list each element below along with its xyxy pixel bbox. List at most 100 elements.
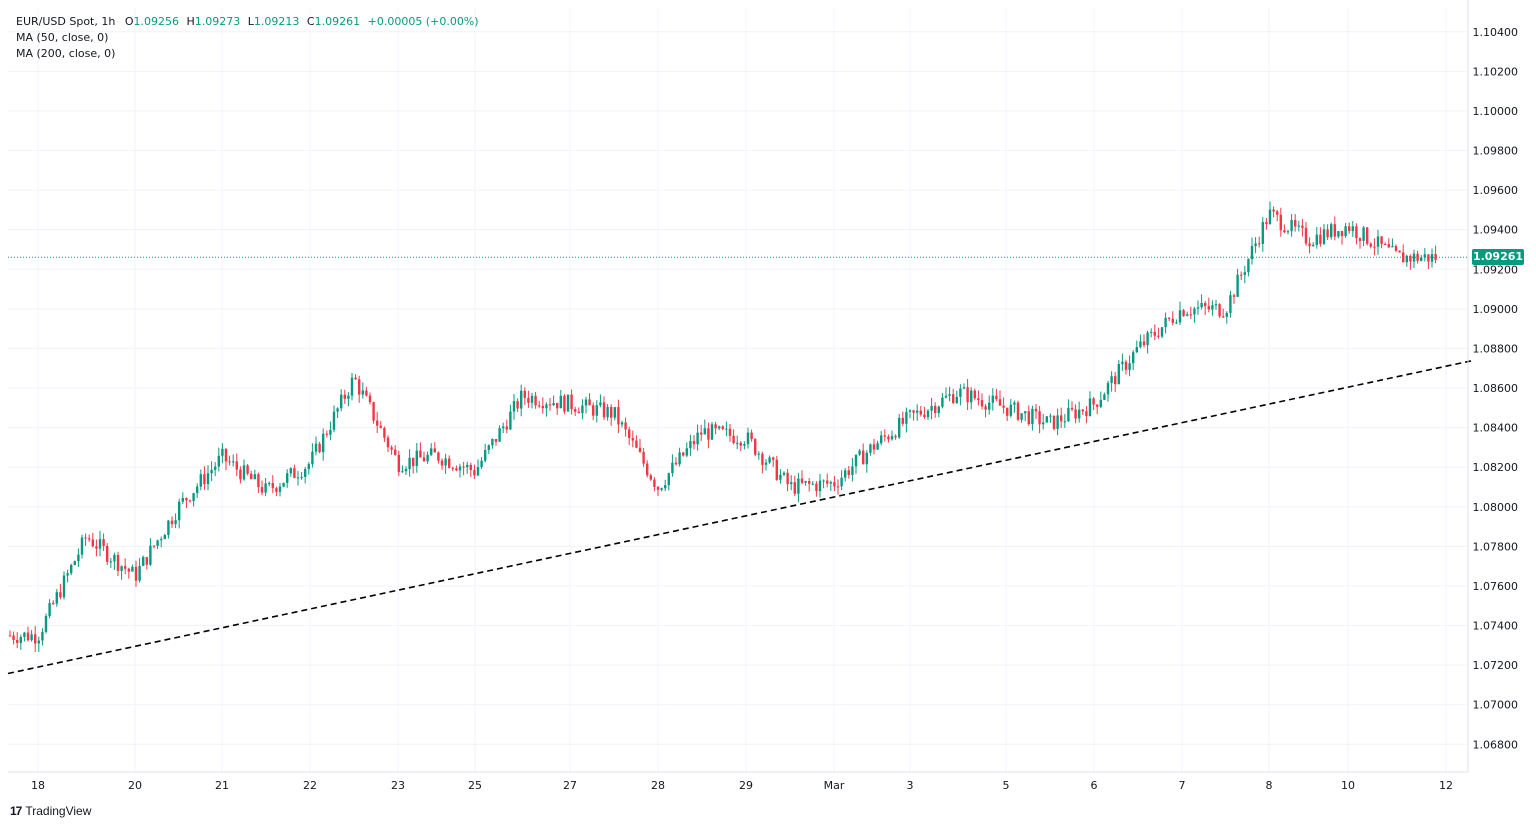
candle-body xyxy=(26,632,30,641)
axes: 1.10400 1.10200 1.10000 1.09800 1.09600 1.094… xyxy=(8,0,1518,792)
candle-body xyxy=(833,482,836,487)
candle-body xyxy=(318,443,321,453)
candle-body xyxy=(361,390,364,395)
candle-body xyxy=(88,538,91,540)
x-tick-label: 22 xyxy=(303,779,317,792)
candle-body xyxy=(656,486,660,490)
candle-body xyxy=(1232,295,1236,297)
candle-body xyxy=(1344,226,1347,237)
candle-body xyxy=(44,616,48,632)
x-tick-label: 23 xyxy=(391,779,405,792)
candle-body xyxy=(926,410,930,418)
candle-body xyxy=(599,402,602,406)
candle-body xyxy=(185,498,188,501)
candle-body xyxy=(916,410,919,413)
candle-body xyxy=(1196,307,1200,309)
x-tick-label: Mar xyxy=(824,779,845,792)
candle-body xyxy=(221,448,224,456)
candle-body xyxy=(898,417,901,438)
candle-body xyxy=(325,433,328,435)
candle-body xyxy=(520,390,523,409)
candle-body xyxy=(480,460,483,468)
tradingview-brand[interactable]: 17 TradingView xyxy=(10,804,91,818)
ma200-indicator[interactable]: MA (200, close, 0) xyxy=(16,47,116,60)
candle-body xyxy=(1186,314,1189,316)
y-tick-label: 1.07400 xyxy=(1473,620,1519,633)
candle-body xyxy=(1409,255,1412,262)
candle-body xyxy=(228,461,231,463)
candle-body xyxy=(397,454,400,472)
candle-body xyxy=(383,427,386,438)
candle-body xyxy=(1225,312,1228,317)
candle-body xyxy=(779,474,782,480)
candle-body xyxy=(1376,236,1380,247)
candle-body xyxy=(854,454,858,467)
candle-body xyxy=(494,439,498,442)
candle-body xyxy=(991,395,994,403)
ma50-indicator[interactable]: MA (50, close, 0) xyxy=(16,31,109,44)
candle-body xyxy=(556,402,559,409)
candle-body xyxy=(1250,246,1254,260)
candle-body xyxy=(156,540,159,546)
candle-body xyxy=(1085,411,1088,416)
x-tick-label: 8 xyxy=(1266,779,1273,792)
candle-body xyxy=(473,470,476,476)
y-tick-label: 1.08800 xyxy=(1473,342,1519,355)
candle-body xyxy=(1398,250,1401,253)
candle-body xyxy=(1124,361,1128,370)
symbol-label[interactable]: EUR/USD Spot, 1h xyxy=(16,15,116,28)
candle-body xyxy=(944,395,948,398)
candle-body xyxy=(505,426,508,430)
candle-body xyxy=(534,395,537,406)
candle-body xyxy=(948,394,951,396)
x-tick-label: 7 xyxy=(1179,779,1186,792)
candle-body xyxy=(372,402,375,421)
candle-body xyxy=(1067,407,1070,422)
legend: EUR/USD Spot, 1h O1.09256 H1.09273 L1.09… xyxy=(16,14,483,62)
candle-body xyxy=(919,410,922,415)
candle-body xyxy=(1351,226,1354,232)
candle-body xyxy=(30,634,33,641)
candle-body xyxy=(941,397,944,407)
change-value: +0.00005 (+0.00%) xyxy=(367,15,479,28)
candle-body xyxy=(509,411,512,430)
candle-body xyxy=(836,486,840,488)
candle-body xyxy=(815,483,818,492)
candle-body xyxy=(548,404,552,406)
candle-body xyxy=(199,474,202,487)
candle-body xyxy=(433,448,436,453)
candle-body xyxy=(437,452,440,461)
candle-body xyxy=(707,428,710,440)
x-tick-label: 5 xyxy=(1003,779,1010,792)
candle-body xyxy=(1236,274,1239,297)
candle-body xyxy=(1312,244,1315,247)
candle-body xyxy=(595,405,598,416)
candle-body xyxy=(970,390,973,403)
candle-body xyxy=(1128,363,1131,370)
candle-body xyxy=(649,475,652,480)
candle-body xyxy=(646,463,649,476)
candle-body xyxy=(682,452,685,456)
candle-body xyxy=(606,407,609,418)
candle-body xyxy=(1412,253,1416,262)
y-tick-label: 1.10000 xyxy=(1473,105,1519,118)
candle-body xyxy=(959,388,962,397)
candle-body xyxy=(59,592,62,598)
candle-body xyxy=(829,482,832,484)
candle-body xyxy=(592,405,595,416)
candle-body xyxy=(1315,234,1318,245)
candle-body xyxy=(930,405,933,411)
candle-body xyxy=(491,439,494,446)
x-tick-label: 20 xyxy=(128,779,142,792)
candle-body xyxy=(887,436,890,440)
candle-body xyxy=(750,432,753,440)
candle-body xyxy=(638,447,642,452)
candle-body xyxy=(138,565,141,581)
candle-body xyxy=(674,462,678,465)
candle-body xyxy=(973,390,976,399)
candle-body xyxy=(754,439,757,455)
candle-body xyxy=(41,631,44,641)
candle-body xyxy=(671,462,674,474)
